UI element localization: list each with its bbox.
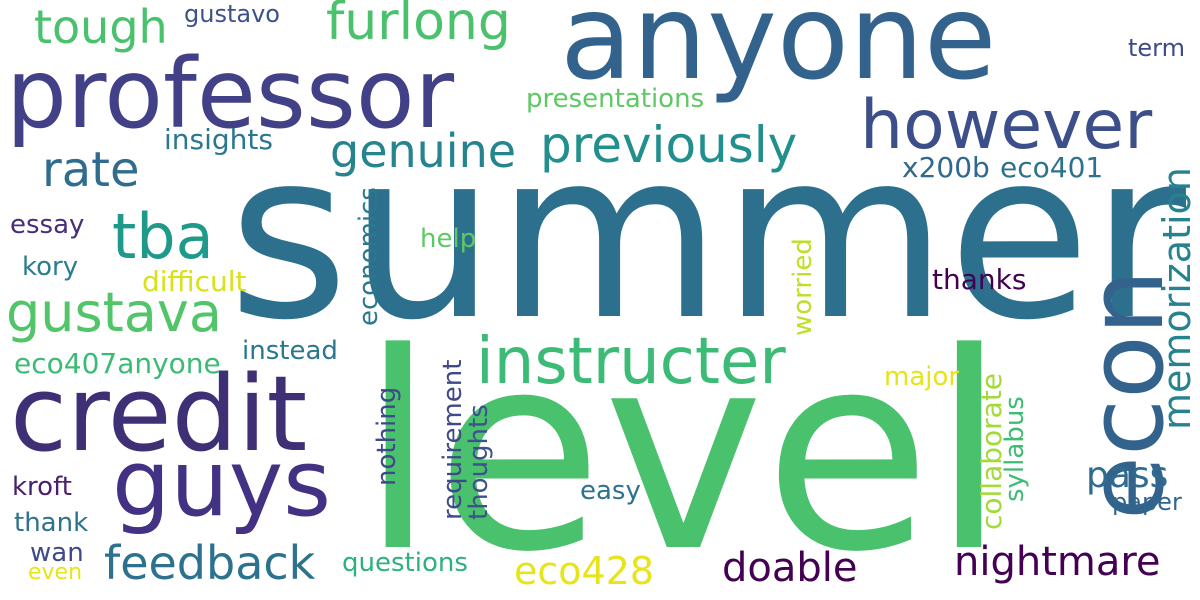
word-professor: professor (6, 38, 455, 150)
word-even: even (28, 560, 83, 585)
word-requirement: requirement (438, 359, 468, 520)
word-nothing: nothing (372, 386, 402, 486)
word-memorization: memorization (1155, 167, 1199, 430)
word-economics: economics (354, 187, 384, 326)
word-instructer: instructer (476, 325, 786, 399)
word-credit: credit (10, 353, 308, 475)
word-rate: rate (42, 142, 140, 198)
word-presentations: presentations (526, 84, 705, 114)
word-nightmare: nightmare (954, 539, 1161, 585)
word-doable: doable (722, 545, 858, 591)
word-term: term (1128, 34, 1185, 62)
word-eco401: eco401 (1000, 151, 1104, 184)
word-tba: tba (112, 200, 214, 273)
word-questions: questions (342, 548, 468, 578)
word-thank: thank (14, 508, 89, 538)
word-level: level (360, 296, 1007, 600)
word-pass: pass (1086, 455, 1169, 496)
word-feedback: feedback (104, 536, 316, 590)
word-previously: previously (540, 116, 798, 174)
word-gustavo: gustavo (184, 0, 280, 28)
word-essay: essay (10, 210, 85, 240)
word-insights: insights (164, 123, 273, 156)
word-paper: paper (1112, 488, 1182, 516)
word-tough: tough (34, 0, 168, 54)
word-eco428: eco428 (514, 549, 655, 593)
word-syllabus: syllabus (1000, 396, 1030, 502)
word-thoughts: thoughts (464, 404, 494, 520)
word-gustava: gustava (6, 281, 222, 344)
word-thanks: thanks (932, 263, 1027, 296)
word-easy: easy (580, 476, 641, 506)
word-worried: worried (788, 238, 818, 336)
word-instead: instead (242, 336, 338, 366)
word-genuine: genuine (330, 124, 517, 178)
word-however: however (860, 86, 1153, 165)
word-guys: guys (112, 430, 332, 537)
word-furlong: furlong (326, 0, 511, 52)
word-kory: kory (22, 252, 79, 282)
word-difficult: difficult (142, 265, 247, 298)
word-wan: wan (30, 538, 84, 568)
word-anyone: anyone (560, 0, 997, 106)
word-eco407anyone: eco407anyone (14, 347, 221, 380)
word-major: major (884, 362, 960, 392)
word-help: help (420, 224, 477, 254)
word-kroft: kroft (12, 472, 72, 502)
word-x200b: x200b (902, 151, 990, 184)
word-summer: summer (228, 101, 1187, 371)
